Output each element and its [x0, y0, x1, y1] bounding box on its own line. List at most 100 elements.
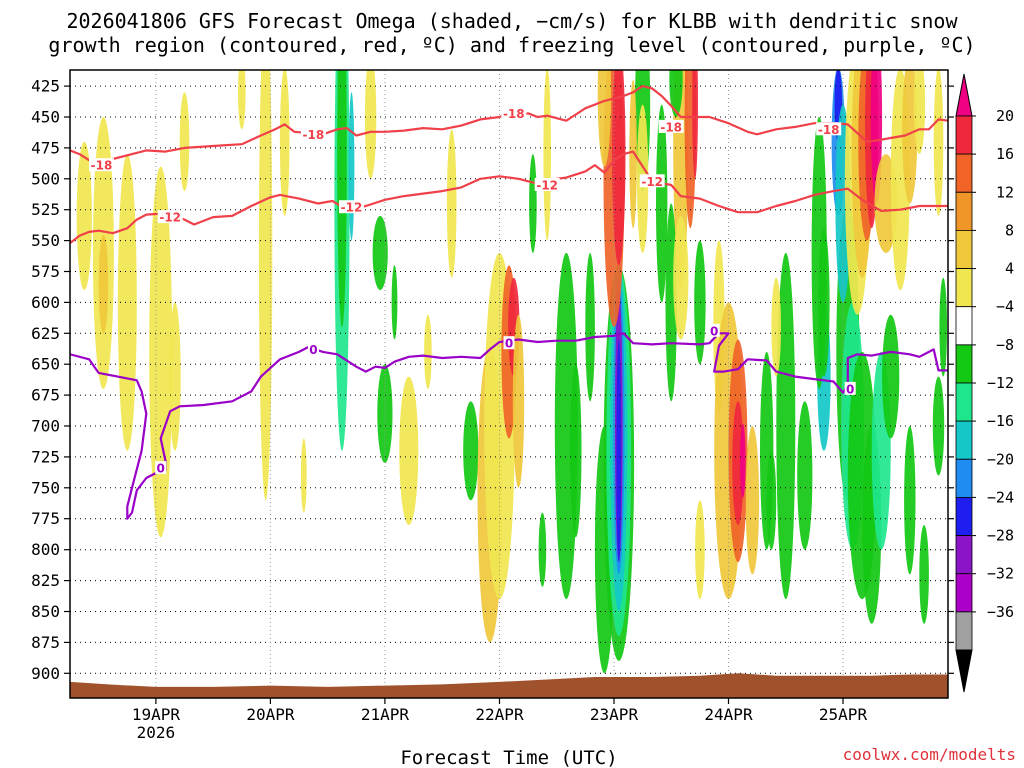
y-tick-label: 450 [31, 108, 60, 127]
y-tick-label: 850 [31, 602, 60, 621]
colorbar-bottom-arrow [955, 649, 973, 693]
contour-label: 0 [505, 337, 513, 351]
x-axis-title: Forecast Time (UTC) [400, 747, 617, 768]
colorbar-label: −28 [987, 527, 1014, 545]
x-tick-label: 20APR [246, 705, 295, 724]
omega-shade-cell [258, 70, 273, 501]
colorbar-swatch [955, 458, 973, 498]
y-tick-label: 525 [31, 200, 60, 219]
omega-shade-cell [98, 234, 109, 334]
y-tick-label: 800 [31, 540, 60, 559]
contour-label-bg [658, 119, 684, 133]
omega-shade-cell [570, 364, 582, 538]
omega-shade-cell [372, 215, 388, 291]
contour-label: 0 [846, 382, 854, 396]
colorbar-label: −12 [987, 374, 1014, 392]
colorbar-label: 4 [1005, 260, 1014, 278]
colorbar-swatch [955, 115, 973, 155]
y-tick-label: 825 [31, 571, 60, 590]
omega-shade-cell [694, 240, 706, 365]
x-tick-sublabel: 2026 [137, 723, 176, 742]
omega-shade-cell [882, 314, 900, 439]
omega-shade-cell [424, 314, 432, 389]
omega-shade-cell [919, 525, 929, 624]
y-tick-label: 875 [31, 633, 60, 652]
omega-shade-cell [391, 265, 398, 340]
colorbar-label: −4 [996, 298, 1014, 316]
y-tick-label: 650 [31, 355, 60, 374]
omega-shade-cell [364, 70, 377, 179]
colorbar-swatch [955, 573, 973, 613]
colorbar-label: −32 [987, 565, 1014, 583]
colorbar-label: 12 [996, 183, 1014, 201]
x-tick-label: 23APR [590, 705, 639, 724]
omega-shade-cell [673, 215, 689, 340]
y-tick-label: 475 [31, 138, 60, 157]
colorbar-swatch [955, 191, 973, 231]
omega-shade-cell [933, 70, 944, 216]
omega-shade-cell [692, 70, 698, 179]
omega-shade-cell [597, 70, 612, 167]
contour-label: -18 [660, 120, 682, 134]
contour-label: -12 [536, 179, 558, 193]
x-tick-label: 21APR [361, 705, 410, 724]
y-tick-label: 675 [31, 386, 60, 405]
credit-text: coolwx.com/modelts [843, 745, 1016, 764]
omega-shade-cell [739, 423, 746, 498]
omega-shade-cell [771, 277, 781, 377]
contour-label-bg [844, 381, 856, 395]
ground-terrain [70, 673, 948, 698]
contour-label: -18 [818, 123, 840, 137]
y-tick-label: 725 [31, 447, 60, 466]
omega-shade-cell [529, 154, 537, 253]
colorbar-swatch [955, 153, 973, 193]
y-tick-label: 500 [31, 169, 60, 188]
contour-label-bg [816, 122, 842, 136]
colorbar-label: −24 [987, 488, 1014, 506]
contour-label-bg [503, 336, 515, 350]
contour-label-bg [534, 178, 560, 191]
omega-shade-cell [337, 70, 347, 328]
omega-shade-cell [512, 314, 525, 488]
ground-layer [70, 673, 948, 698]
freezing-level-contour-0 [70, 332, 948, 520]
contour-label-bg [157, 210, 183, 224]
omega-shade-cell [932, 376, 945, 476]
y-tick-label: 550 [31, 231, 60, 250]
colorbar-label: −16 [987, 412, 1014, 430]
omega-shade-cell [300, 438, 307, 513]
contour-label: 0 [710, 324, 718, 338]
omega-shade-cell [939, 277, 947, 377]
x-tick-label: 19APR [132, 705, 181, 724]
omega-shade-cell [585, 252, 595, 402]
omega-shade-cell [538, 512, 547, 587]
omega-shade-cell [543, 70, 551, 241]
omega-shade-cell [238, 70, 246, 130]
y-tick-label: 575 [31, 262, 60, 281]
x-tick-label: 24APR [704, 705, 753, 724]
omega-shade-cell [279, 70, 290, 216]
contour-label: -12 [641, 175, 663, 189]
contour-label: -12 [341, 201, 363, 215]
omega-shade-cell [818, 228, 830, 377]
omega-shade-cell [902, 70, 918, 204]
omega-shade-cell [179, 92, 190, 192]
y-tick-label: 425 [31, 77, 60, 96]
contour-label: 0 [157, 462, 165, 476]
colorbar-swatch [955, 420, 973, 460]
contour-label-bg [639, 174, 665, 188]
y-tick-label: 600 [31, 293, 60, 312]
omega-shade-cell [463, 401, 479, 501]
x-tick-label: 22APR [475, 705, 524, 724]
omega-shade-cell [745, 426, 760, 575]
omega-shade-cell [616, 339, 622, 563]
contour-label: -12 [159, 211, 181, 225]
chart-title-line2: growth region (contoured, red, ºC) and f… [48, 33, 975, 57]
omega-shade-cell [169, 302, 181, 451]
contour-label-bg [708, 323, 720, 337]
plot-frame [69, 69, 949, 699]
colorbar-label: −36 [987, 603, 1014, 621]
colorbar-label: −20 [987, 450, 1014, 468]
y-tick-label: 750 [31, 478, 60, 497]
